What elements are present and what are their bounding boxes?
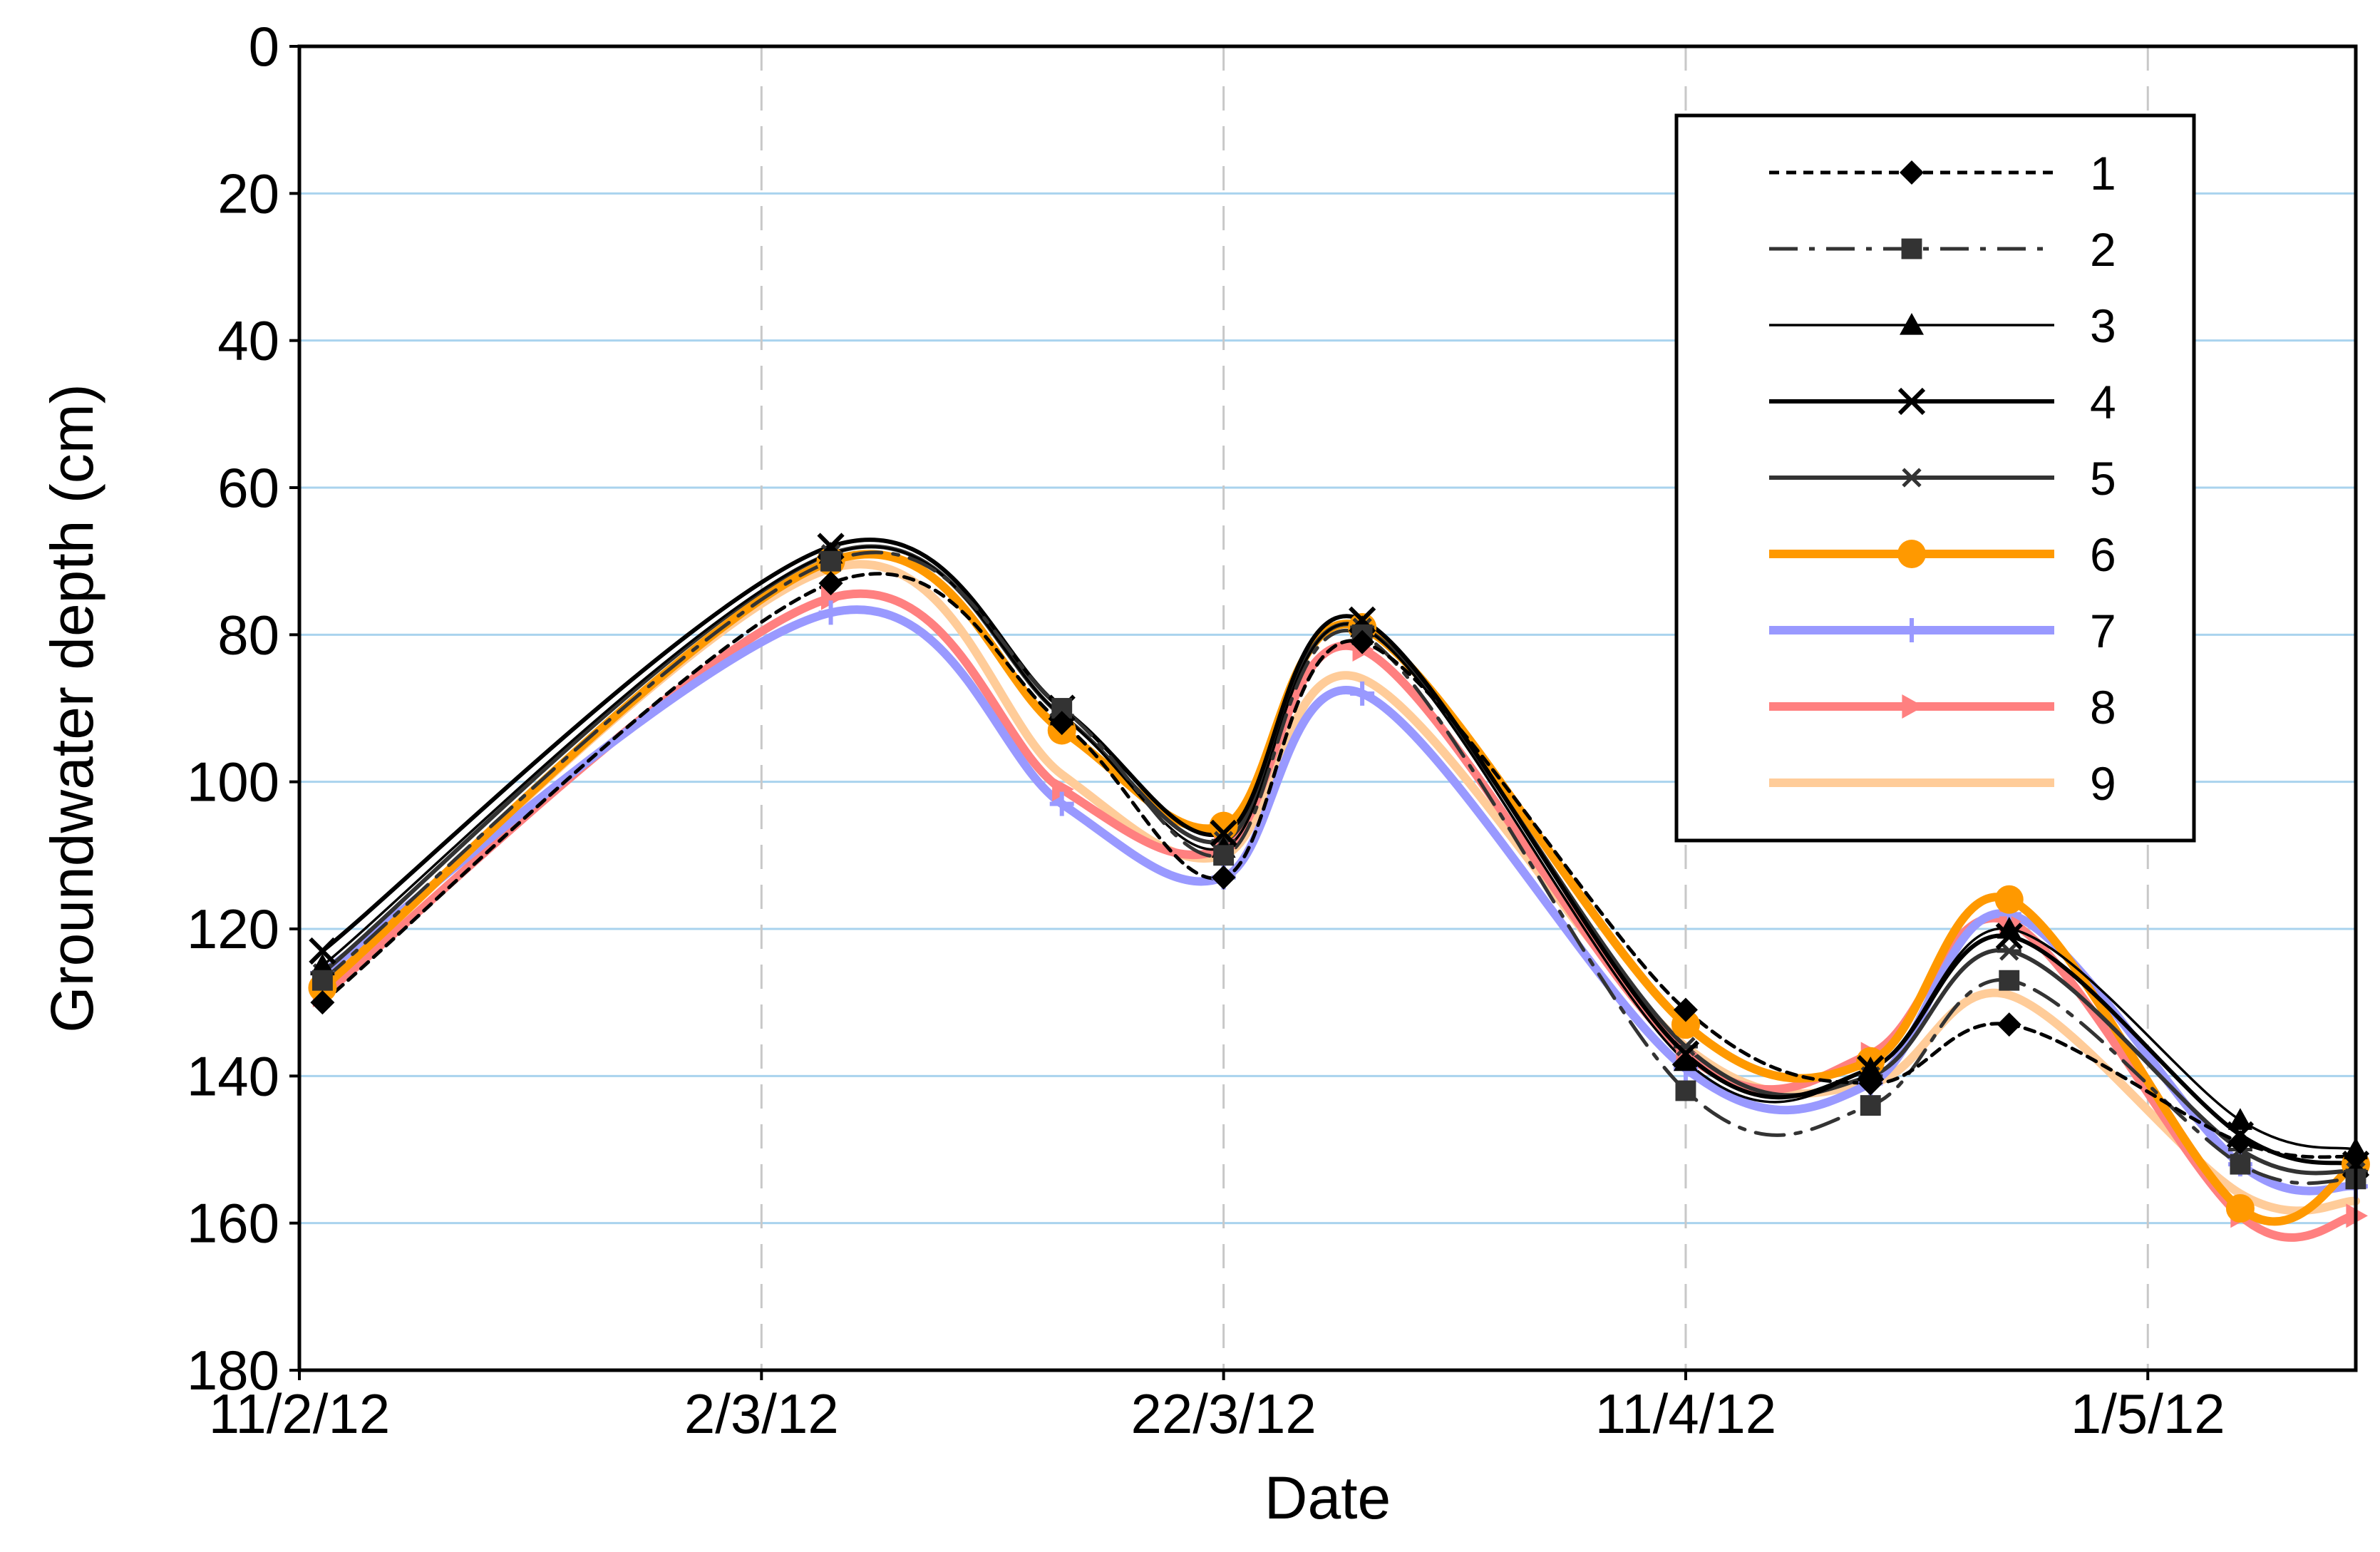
legend-label-7: 7	[2090, 605, 2116, 657]
data-point-1	[310, 990, 335, 1015]
data-point-3	[310, 953, 335, 976]
x-tick-label: 2/3/12	[684, 1382, 839, 1445]
data-point-2	[820, 550, 842, 572]
y-tick-label: 140	[187, 1044, 279, 1107]
y-tick-label: 100	[187, 751, 279, 813]
x-axis-ticks: 11/2/12 2/3/12 22/3/12 11/4/12 1/5/12	[209, 1370, 2225, 1445]
data-point-6	[2225, 1194, 2255, 1223]
y-axis-ticks: 0 20 40 60 80 100 120 140 160 180	[187, 15, 299, 1402]
legend-label-2: 2	[2090, 223, 2116, 276]
legend-marker-5	[1900, 468, 1924, 488]
legend-label-6: 6	[2090, 528, 2116, 581]
data-point-4	[309, 937, 336, 965]
legend-marker-2	[1901, 238, 1922, 259]
legend-label-1: 1	[2090, 147, 2116, 200]
data-point-1	[1049, 711, 1074, 736]
data-point-3	[1673, 1049, 1698, 1072]
data-point-8	[1052, 776, 1074, 801]
data-point-6	[1994, 885, 2024, 914]
x-tick-label: 11/2/12	[209, 1382, 390, 1445]
data-point-2	[1860, 1095, 1881, 1116]
legend-label-3: 3	[2090, 299, 2116, 352]
legend-label-5: 5	[2090, 452, 2116, 505]
series-line-9	[318, 560, 2360, 1216]
data-point-1	[1673, 997, 1698, 1022]
data-point-1	[818, 571, 843, 596]
series-lines	[318, 538, 2360, 1242]
data-point-8	[820, 585, 843, 610]
x-tick-label: 22/3/12	[1131, 1382, 1317, 1445]
legend-marker-4	[1897, 387, 1926, 416]
legend-label-9: 9	[2090, 757, 2116, 810]
y-axis-title: Groundwater depth (cm)	[38, 384, 105, 1032]
legend-label-4: 4	[2090, 376, 2116, 428]
data-point-7	[1350, 681, 1375, 706]
data-point-2	[1999, 970, 2020, 991]
data-point-3	[1997, 917, 2021, 939]
data-point-1	[2227, 1130, 2252, 1155]
horizontal-gridlines	[299, 192, 2356, 1225]
y-tick-label: 0	[249, 15, 279, 78]
x-tick-label: 1/5/12	[2071, 1382, 2225, 1445]
data-point-7	[1049, 791, 1074, 816]
data-point-2	[2230, 1153, 2251, 1175]
legend: 1 2 3 4 5 6 7 8 9	[1674, 113, 2196, 843]
legend-marker-3	[1900, 313, 1924, 335]
legend-marker-8	[1902, 694, 1924, 719]
series-line-3	[321, 545, 2357, 1151]
y-tick-label: 180	[187, 1339, 279, 1402]
legend-marker-1	[1900, 160, 1924, 185]
data-point-4	[1210, 819, 1237, 848]
legend-marker-7	[1900, 618, 1924, 642]
data-point-2	[1213, 845, 1235, 866]
y-tick-label: 60	[217, 456, 279, 519]
y-tick-label: 120	[187, 898, 279, 960]
y-tick-label: 20	[217, 162, 279, 225]
data-point-6	[1671, 1010, 1700, 1039]
data-point-1	[1211, 865, 1236, 890]
y-tick-label: 160	[187, 1192, 279, 1255]
y-tick-label: 40	[217, 309, 279, 372]
y-tick-label: 80	[217, 603, 279, 666]
legend-marker-6	[1897, 540, 1926, 568]
data-point-1	[1350, 629, 1375, 654]
series-line-8	[318, 589, 2360, 1242]
data-point-5	[1997, 941, 2021, 961]
data-point-3	[1858, 1057, 1883, 1079]
data-point-1	[1858, 1071, 1883, 1096]
legend-label-8: 8	[2090, 681, 2116, 734]
data-point-2	[311, 970, 333, 991]
plot-frame	[297, 44, 2358, 1372]
data-point-3	[2227, 1108, 2252, 1130]
data-point-7	[818, 600, 843, 625]
x-axis-title: Date	[1264, 1464, 1391, 1531]
series-line-4	[320, 538, 2358, 1167]
x-tick-label: 11/4/12	[1595, 1382, 1776, 1445]
data-point-1	[1997, 1012, 2021, 1037]
data-point-2	[1675, 1080, 1696, 1101]
